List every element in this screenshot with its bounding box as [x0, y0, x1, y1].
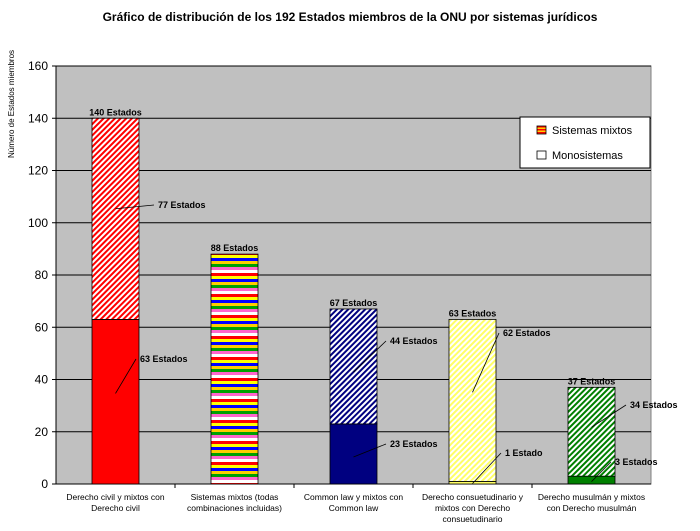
y-tick-label: 0: [41, 477, 48, 491]
total-label: 88 Estados: [211, 243, 259, 253]
mixed-label: 62 Estados: [503, 328, 551, 338]
legend-label-mono: Monosistemas: [552, 150, 623, 162]
x-tick-label-line: Derecho consuetudinario y: [422, 492, 524, 502]
bar-mono: [329, 423, 378, 485]
bar-mixed: [567, 386, 616, 477]
leader-line: [115, 204, 155, 210]
leader-line: [115, 358, 137, 394]
x-tick-label-line: mixtos con Derecho: [435, 503, 510, 513]
bar-mixed: [210, 253, 259, 485]
bars: [91, 117, 616, 485]
x-tick-label: Derecho consuetudinario y mixtos con Dere…: [422, 492, 524, 524]
mono-label: 3 Estados: [615, 457, 658, 467]
legend-swatch-mixed: [536, 125, 547, 135]
x-tick-label-line: Derecho civil y mixtos con: [66, 492, 165, 502]
x-tick-label: Sistemas mixtos (todas combinaciones incl…: [187, 492, 282, 513]
x-axis: Derecho civil y mixtos con Derecho civil S…: [66, 484, 645, 524]
chart-title: Gráfico de distribución de los 192 Estad…: [103, 10, 598, 24]
legend-label-mixed: Sistemas mixtos: [552, 125, 633, 137]
y-tick-label: 40: [35, 373, 49, 387]
bar-mixed: [91, 117, 140, 320]
y-tick-label: 60: [35, 320, 49, 334]
y-tick-label: 100: [28, 216, 48, 230]
mono-label: 63 Estados: [140, 354, 188, 364]
leader-line: [353, 443, 387, 458]
x-tick-label-line: Sistemas mixtos (todas: [191, 492, 279, 502]
y-tick-label: 80: [35, 268, 49, 282]
leader-line: [591, 404, 627, 428]
y-axis-label: Número de Estados miembros: [7, 50, 16, 158]
mono-label: 1 Estado: [505, 448, 543, 458]
x-tick-label-line: con Derecho musulmán: [547, 503, 637, 513]
legend: Sistemas mixtos Monosistemas: [519, 116, 651, 169]
x-tick-label: Derecho musulmán y mixtos con Derecho mus…: [538, 492, 645, 513]
x-tick-label-line: Common law: [329, 503, 379, 513]
leader-line: [472, 452, 502, 484]
mixed-label: 44 Estados: [390, 336, 438, 346]
total-label: 140 Estados: [89, 107, 142, 117]
x-tick-label-line: consuetudinario: [442, 514, 502, 524]
x-tick-label-line: Common law y mixtos con: [304, 492, 403, 502]
y-tick-label: 140: [28, 111, 48, 125]
mono-label: 23 Estados: [390, 439, 438, 449]
y-tick-label: 120: [28, 164, 48, 178]
y-tick-label: 20: [35, 425, 49, 439]
x-tick-label: Common law y mixtos con Common law: [304, 492, 403, 513]
bar-mixed: [329, 308, 378, 425]
leader-line: [591, 461, 612, 482]
leader-line: [353, 340, 387, 373]
legend-swatch-mono: [536, 150, 547, 160]
x-tick-label-line: Derecho musulmán y mixtos: [538, 492, 645, 502]
bar-mixed: [448, 319, 497, 482]
y-tick-label: 160: [28, 59, 48, 73]
bar-mono: [91, 319, 140, 485]
mixed-label: 34 Estados: [630, 400, 678, 410]
leader-line: [472, 332, 500, 393]
total-label: 67 Estados: [330, 298, 378, 308]
mixed-label: 77 Estados: [158, 200, 206, 210]
total-label: 63 Estados: [449, 308, 497, 318]
x-tick-label: Derecho civil y mixtos con Derecho civil: [66, 492, 165, 513]
legend-box: [519, 116, 651, 169]
data-labels: 140 Estados 63 Estados 77 Estados 88 Estado…: [89, 107, 678, 484]
x-tick-label-line: Derecho civil: [91, 503, 140, 513]
x-tick-label-line: combinaciones incluidas): [187, 503, 282, 513]
total-label: 37 Estados: [568, 376, 616, 386]
bar-mono: [567, 475, 616, 485]
